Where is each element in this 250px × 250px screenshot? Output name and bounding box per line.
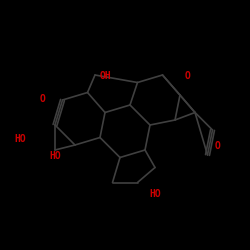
Text: OH: OH bbox=[99, 71, 111, 81]
Text: HO: HO bbox=[14, 134, 26, 144]
Text: O: O bbox=[214, 141, 220, 151]
Text: HO: HO bbox=[149, 189, 161, 199]
Text: O: O bbox=[184, 71, 190, 81]
Text: HO: HO bbox=[49, 151, 61, 161]
Text: O: O bbox=[40, 94, 46, 104]
